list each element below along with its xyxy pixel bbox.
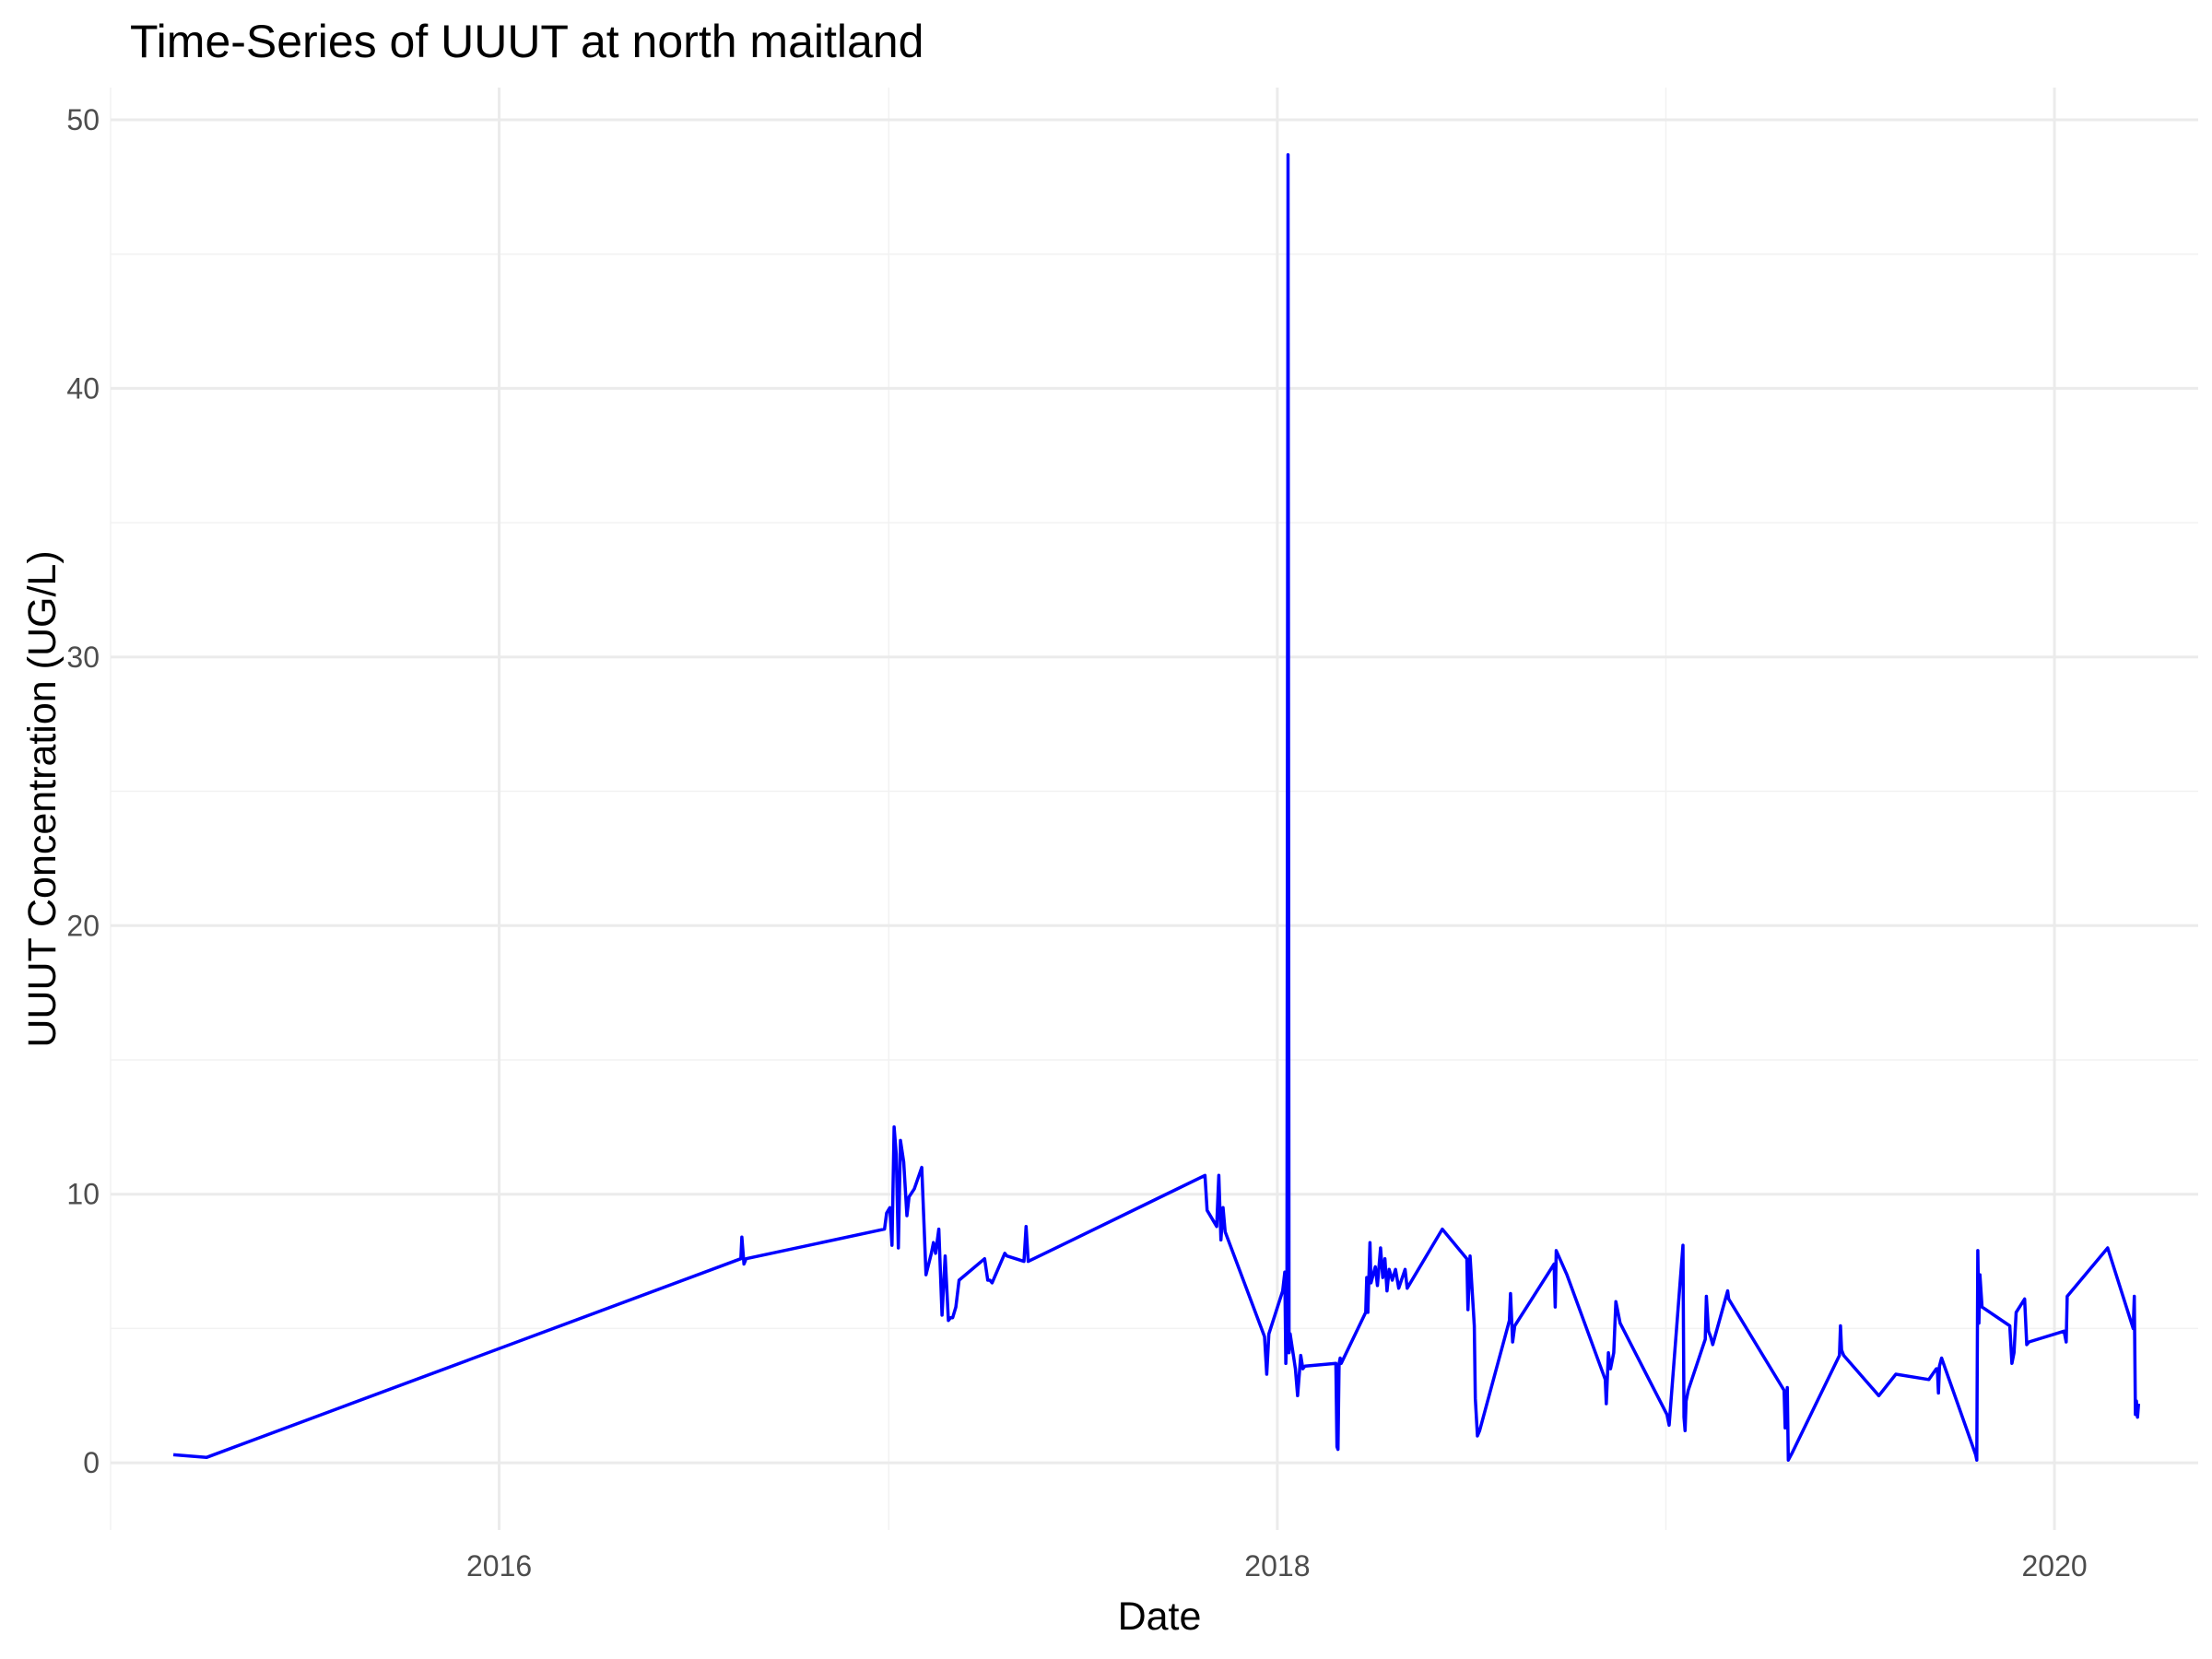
- x-tick-label: 2016: [466, 1549, 532, 1583]
- y-tick-label: 50: [66, 103, 100, 136]
- x-axis-title: Date: [1118, 1594, 1202, 1639]
- x-tick-label: 2020: [2021, 1549, 2087, 1583]
- y-tick-label: 40: [66, 371, 100, 405]
- y-tick-label: 10: [66, 1178, 100, 1211]
- y-tick-label: 30: [66, 641, 100, 674]
- tick-labels: 0 10 20 30 40 50 2016 2018 2020: [66, 103, 2087, 1583]
- y-tick-label: 20: [66, 909, 100, 942]
- series-layer: [172, 153, 2141, 1462]
- chart-title: Time-Series of UUUT at north maitland: [130, 16, 924, 67]
- x-tick-label: 2018: [1244, 1549, 1310, 1583]
- series-line: [172, 153, 2141, 1462]
- major-gridlines: [111, 88, 2198, 1530]
- minor-gridlines: [110, 88, 2198, 1530]
- y-tick-label: 0: [83, 1446, 100, 1479]
- y-axis-title: UUUT Concentration (UG/L): [20, 550, 65, 1047]
